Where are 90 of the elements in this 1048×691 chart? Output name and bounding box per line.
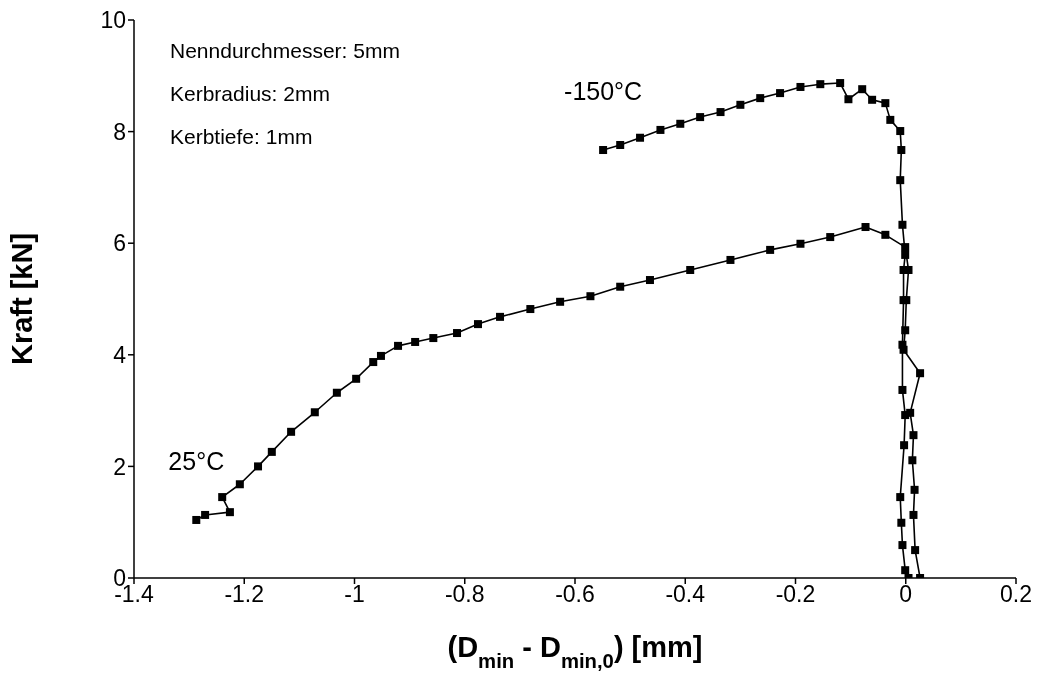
point: [901, 243, 910, 252]
point: [896, 176, 905, 185]
point: [376, 351, 385, 360]
point: [816, 80, 825, 89]
x-tick-label: -0.2: [775, 581, 816, 608]
point: [906, 408, 915, 417]
point: [881, 99, 890, 108]
point: [267, 447, 276, 456]
point: [776, 89, 785, 98]
point: [911, 546, 920, 555]
y-tick-label: 10: [100, 7, 126, 34]
point: [826, 233, 835, 242]
point: [868, 95, 877, 104]
y-tick-label: 6: [113, 230, 126, 257]
point: [473, 320, 482, 329]
point: [898, 220, 907, 229]
point: [225, 508, 234, 517]
point: [898, 541, 907, 550]
point: [858, 85, 867, 94]
point: [352, 374, 361, 383]
point: [898, 385, 907, 394]
point: [909, 510, 918, 519]
x-axis-title: (D$_{min}$ - D$_{min,0}$) [mm]: [447, 631, 703, 672]
point: [332, 388, 341, 397]
x-tick-label: -1: [344, 581, 365, 608]
point: [696, 113, 705, 122]
point: [369, 358, 378, 367]
point: [616, 282, 625, 291]
series-label: 25°C: [168, 446, 225, 475]
point: [756, 94, 765, 103]
x-tick-label: -1.2: [224, 581, 265, 608]
point: [910, 485, 919, 494]
point: [218, 493, 227, 502]
point: [726, 255, 735, 264]
point: [900, 441, 909, 450]
annotation: Kerbtiefe: 1mm: [170, 125, 313, 148]
point: [676, 119, 685, 128]
point: [254, 462, 263, 471]
point: [394, 341, 403, 350]
x-tick-label: 0: [899, 581, 913, 608]
point: [526, 305, 535, 314]
point: [636, 133, 645, 142]
point: [616, 140, 625, 149]
x-tick-label: -0.8: [444, 581, 485, 608]
point: [896, 127, 905, 136]
point: [235, 480, 244, 489]
y-tick-label: 8: [113, 118, 126, 145]
point: [766, 245, 775, 254]
x-tick-label: 0.2: [1000, 581, 1032, 608]
point: [897, 518, 906, 527]
point: [901, 326, 910, 335]
y-tick-label: 2: [113, 453, 126, 480]
point: [796, 82, 805, 91]
point: [645, 276, 654, 285]
point: [901, 566, 910, 575]
point: [844, 95, 853, 104]
point: [736, 100, 745, 109]
point: [909, 431, 918, 440]
point: [411, 337, 420, 346]
point: [201, 510, 210, 519]
point: [716, 108, 725, 117]
point: [453, 329, 462, 338]
point: [861, 223, 870, 232]
y-tick-label: 4: [113, 341, 127, 368]
point: [796, 239, 805, 248]
point: [599, 146, 608, 155]
series-label: -150°C: [564, 77, 643, 106]
point: [897, 146, 906, 155]
y-axis-title: Kraft [kN]: [6, 232, 39, 366]
point: [881, 230, 890, 239]
point: [899, 345, 908, 354]
point: [556, 297, 565, 306]
point: [686, 265, 695, 274]
annotation: Kerbradius: 2mm: [170, 82, 330, 105]
point: [496, 312, 505, 321]
point: [429, 334, 438, 343]
annotation: Nenndurchmesser: 5mm: [170, 39, 400, 62]
point: [310, 408, 319, 417]
point: [896, 493, 905, 502]
point: [836, 79, 845, 88]
point: [916, 369, 925, 378]
x-tick-label: -0.4: [665, 581, 706, 608]
point: [586, 292, 595, 301]
point: [886, 115, 895, 124]
point: [908, 456, 917, 465]
point: [192, 515, 201, 524]
point: [287, 427, 296, 436]
point: [656, 125, 665, 134]
point: [901, 250, 910, 259]
x-tick-label: -0.6: [555, 581, 595, 608]
